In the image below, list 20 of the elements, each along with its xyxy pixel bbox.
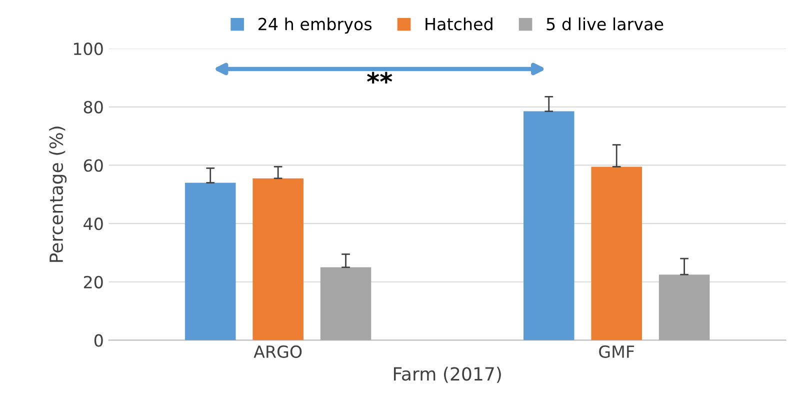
y-tick-label: 60	[84, 159, 103, 172]
legend-label: 24 h embryos	[258, 17, 372, 34]
bar	[320, 267, 372, 340]
y-tick-label: 0	[94, 334, 103, 347]
x-tick-label: ARGO	[254, 345, 302, 358]
x-tick-label: GMF	[599, 345, 634, 358]
legend-label: 5 d live larvae	[546, 17, 664, 30]
bar	[658, 274, 710, 340]
bar	[184, 182, 236, 340]
x-axis-title: Farm (2017)	[394, 366, 501, 383]
y-tick-label: 40	[84, 218, 103, 230]
y-tick-label: 100	[74, 42, 103, 56]
legend-label: Hatched	[426, 17, 492, 30]
y-tick-label: 20	[84, 276, 103, 288]
bar	[523, 111, 574, 340]
y-axis-title: Percentage (%)	[49, 126, 67, 262]
annotation: **	[367, 72, 392, 84]
bar	[591, 166, 642, 340]
y-tick-label: 80	[84, 100, 103, 114]
bar	[252, 178, 304, 340]
